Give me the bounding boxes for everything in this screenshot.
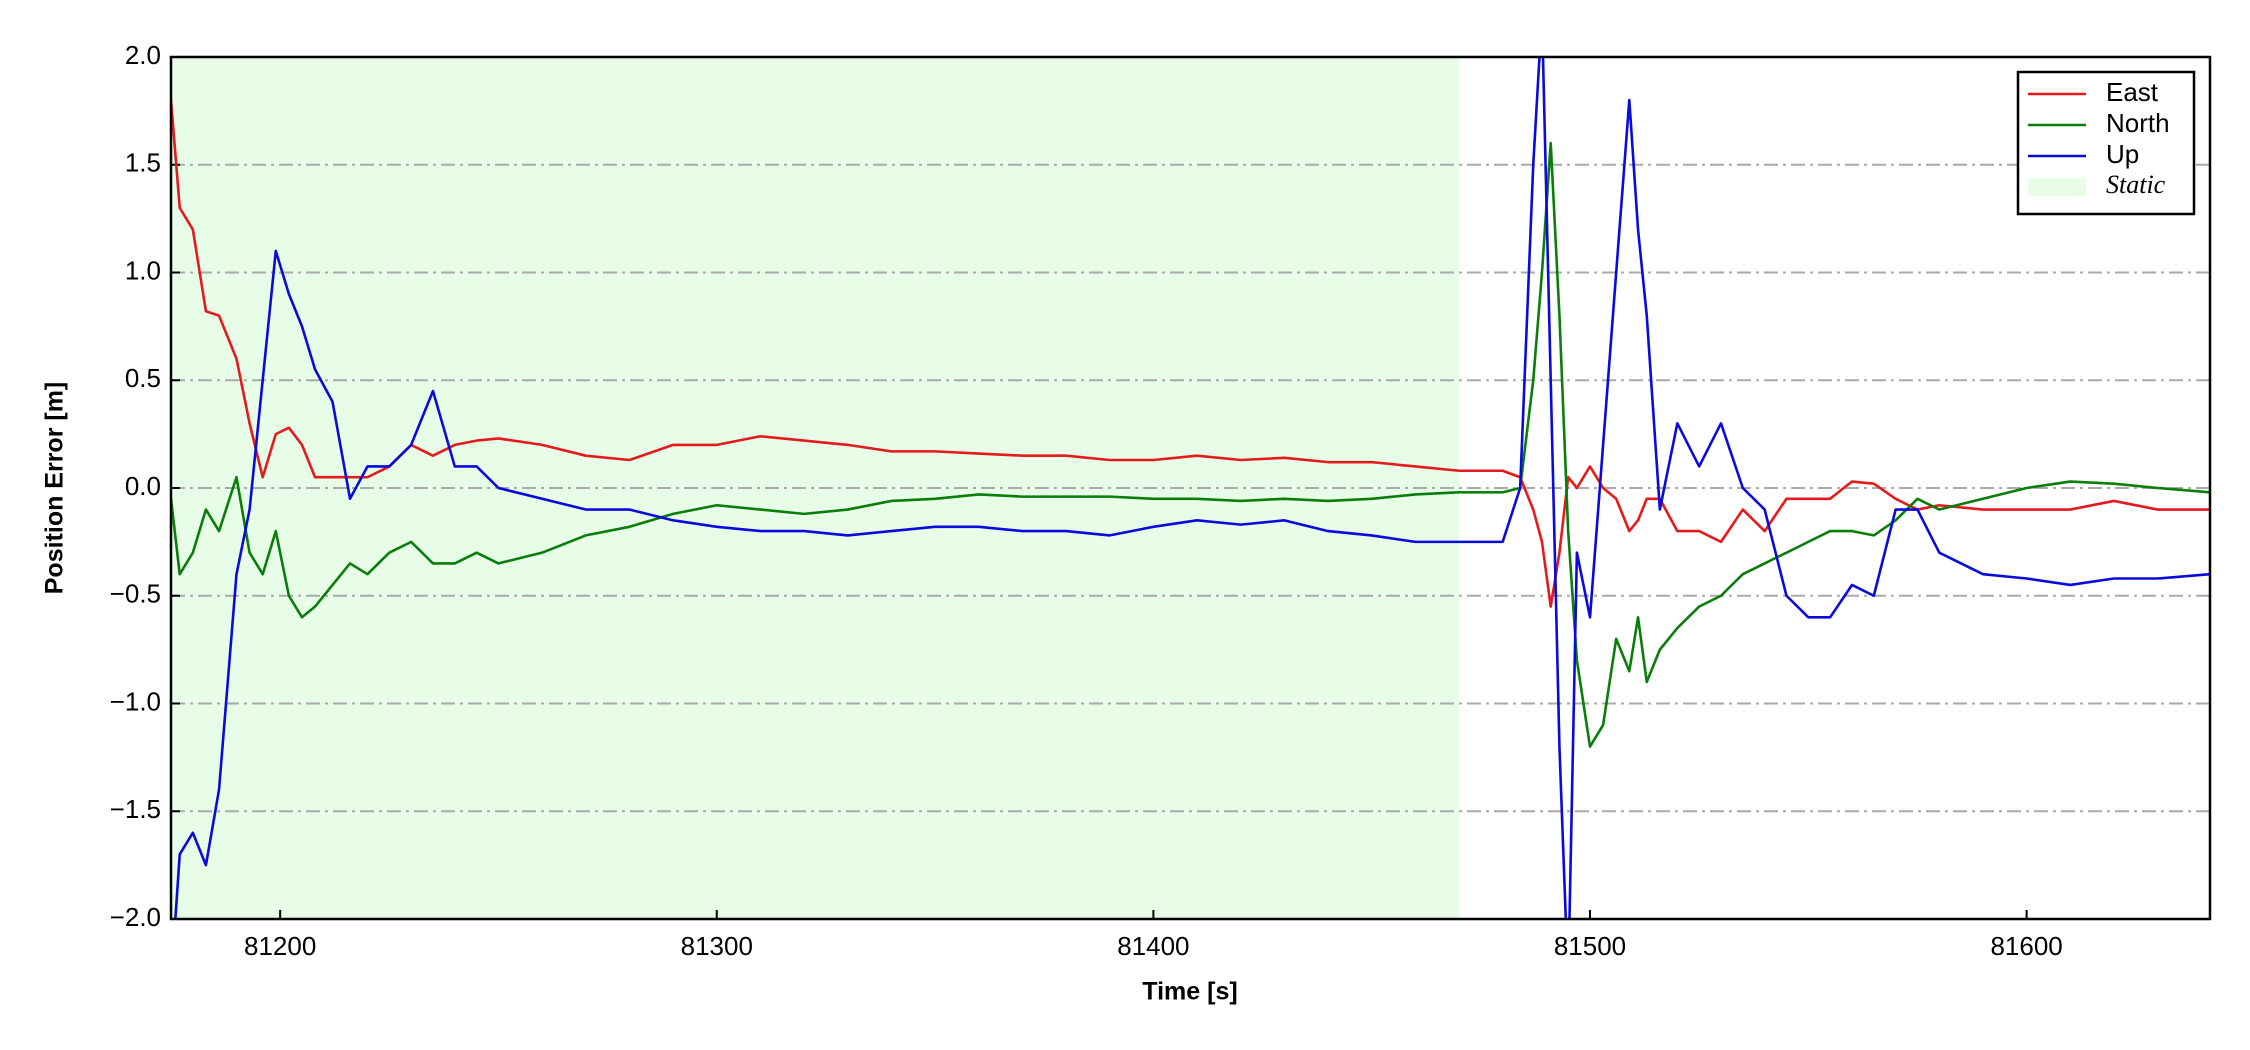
line-series <box>174 57 2210 919</box>
y-tick-label: 1.0 <box>125 255 161 285</box>
y-tick-label: −1.5 <box>110 794 161 824</box>
x-tick-label: 81200 <box>244 931 316 961</box>
y-axis-title: Position Error [m] <box>41 382 69 595</box>
x-tick-label: 81500 <box>1554 931 1626 961</box>
y-tick-label: −0.5 <box>110 579 161 609</box>
legend-label: Up <box>2106 139 2139 169</box>
y-tick-label: −1.0 <box>110 686 161 716</box>
y-tick-label: 1.5 <box>125 148 161 178</box>
plot-background <box>171 56 2210 920</box>
y-tick-label: 2.0 <box>125 40 161 70</box>
x-tick-label: 81400 <box>1117 931 1189 961</box>
plot-foreground: −2.0 −1.5 −1.0 −0.5 0.0 0.5 1.0 1.5 2.0 81200 8130… <box>110 40 2212 961</box>
line-series <box>171 141 2210 748</box>
line-series <box>171 99 2210 608</box>
x-tick-label: 81300 <box>681 931 753 961</box>
x-tick-label: 81600 <box>1990 931 2062 961</box>
legend-label: East <box>2106 77 2159 107</box>
legend-swatch <box>2028 178 2086 196</box>
legend-label: North <box>2106 108 2170 138</box>
legend-label: Static <box>2106 170 2166 199</box>
y-tick-label: 0.5 <box>125 363 161 393</box>
plot-frame <box>169 55 2212 921</box>
x-axis-title: Time [s] <box>1142 978 1237 1006</box>
y-tick-label: 0.0 <box>125 471 161 501</box>
y-tick-label: −2.0 <box>110 902 161 932</box>
